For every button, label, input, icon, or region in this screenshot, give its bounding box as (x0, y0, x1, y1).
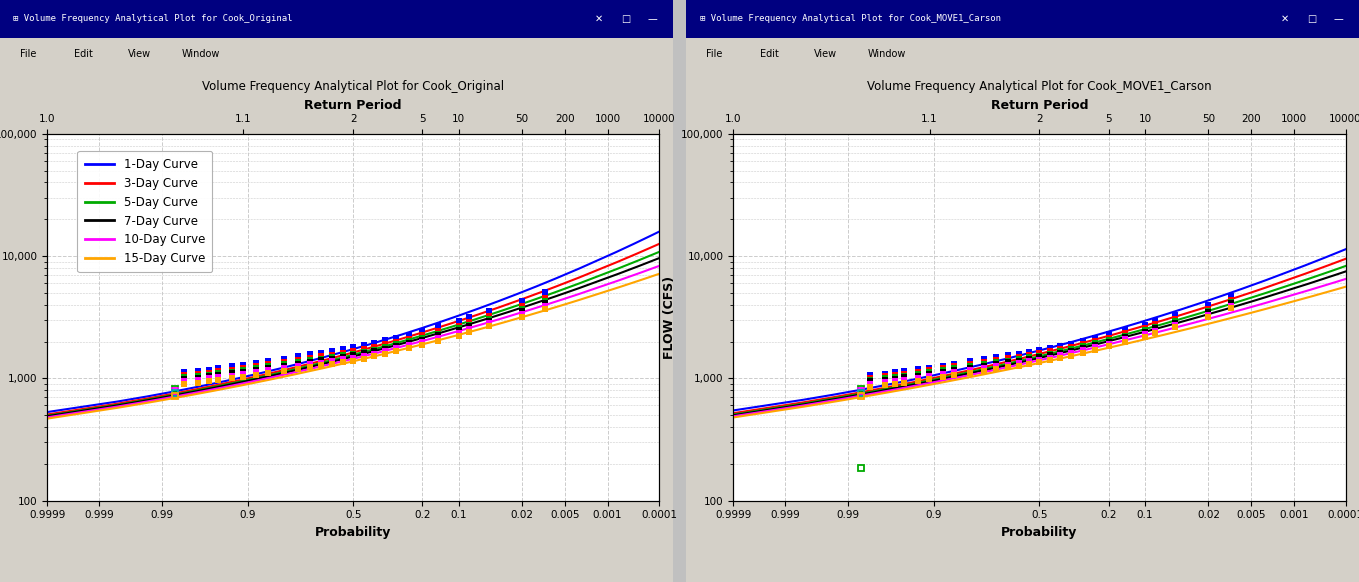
Text: Edit: Edit (760, 49, 779, 59)
X-axis label: Probability: Probability (1002, 526, 1078, 539)
Text: ⊞ Volume Frequency Analytical Plot for Cook_Original: ⊞ Volume Frequency Analytical Plot for C… (14, 15, 294, 23)
Text: —: — (648, 14, 658, 24)
Text: —: — (1335, 14, 1344, 24)
Text: Edit: Edit (73, 49, 92, 59)
Text: ⊞ Volume Frequency Analytical Plot for Cook_MOVE1_Carson: ⊞ Volume Frequency Analytical Plot for C… (700, 15, 1000, 23)
Text: ✕: ✕ (595, 14, 603, 24)
Y-axis label: FLOW (CFS): FLOW (CFS) (663, 276, 675, 359)
Text: View: View (128, 49, 151, 59)
Text: ✕: ✕ (1282, 14, 1290, 24)
Title: Volume Frequency Analytical Plot for Cook_MOVE1_Carson: Volume Frequency Analytical Plot for Coo… (867, 80, 1212, 93)
Text: Window: Window (868, 49, 906, 59)
Legend: 1-Day Curve, 3-Day Curve, 5-Day Curve, 7-Day Curve, 10-Day Curve, 15-Day Curve: 1-Day Curve, 3-Day Curve, 5-Day Curve, 7… (77, 151, 212, 272)
Text: View: View (814, 49, 837, 59)
X-axis label: Return Period: Return Period (304, 98, 402, 112)
Text: □: □ (621, 14, 631, 24)
Text: □: □ (1307, 14, 1317, 24)
X-axis label: Return Period: Return Period (991, 98, 1089, 112)
Text: Window: Window (182, 49, 220, 59)
X-axis label: Probability: Probability (315, 526, 391, 539)
Title: Volume Frequency Analytical Plot for Cook_Original: Volume Frequency Analytical Plot for Coo… (202, 80, 504, 93)
Text: File: File (20, 49, 37, 59)
Text: File: File (707, 49, 723, 59)
